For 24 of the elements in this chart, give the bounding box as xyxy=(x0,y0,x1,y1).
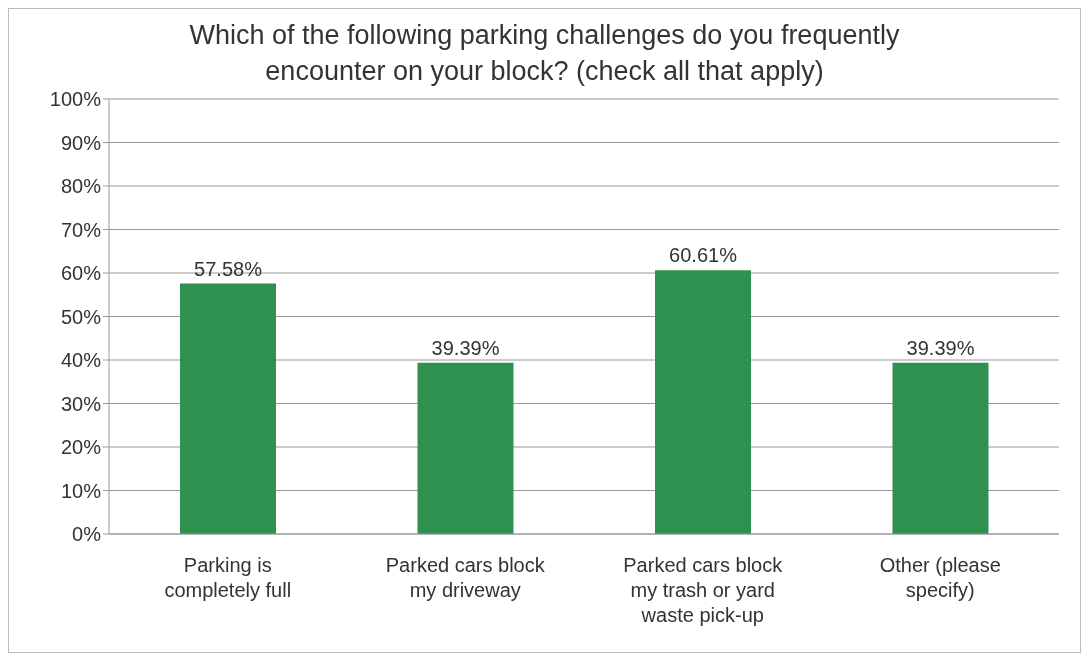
y-tick-label: 60% xyxy=(60,262,102,285)
bar xyxy=(417,362,514,534)
data-label: 39.39% xyxy=(906,336,975,359)
x-tick-label: Other (please specify) xyxy=(879,554,1001,601)
y-tick-label: 40% xyxy=(60,349,102,372)
y-tick-label: 90% xyxy=(60,131,102,154)
x-tick-label: Parked cars block my trash or yard waste pick-up xyxy=(623,554,784,626)
bar xyxy=(655,270,751,534)
y-tick-label: 0% xyxy=(72,523,102,546)
bar xyxy=(180,283,276,534)
x-tick-label: Parked cars block my driveway xyxy=(385,554,546,601)
y-tick-label: 10% xyxy=(60,479,102,502)
data-label: 57.58% xyxy=(194,257,263,280)
x-tick-label: Parking is completely full xyxy=(164,554,292,601)
y-tick-label: 100% xyxy=(49,88,102,111)
y-tick-label: 70% xyxy=(60,218,102,241)
y-tick-label: 30% xyxy=(60,392,102,415)
y-tick-label: 50% xyxy=(60,305,102,328)
y-tick-label: 80% xyxy=(60,175,102,198)
data-label: 39.39% xyxy=(431,336,500,359)
bar xyxy=(892,362,989,534)
chart-title: Which of the following parking challenges do you frequently encounter on your block? (check all that apply) xyxy=(188,19,901,88)
data-label: 60.61% xyxy=(669,244,738,267)
y-tick-label: 20% xyxy=(60,436,102,459)
